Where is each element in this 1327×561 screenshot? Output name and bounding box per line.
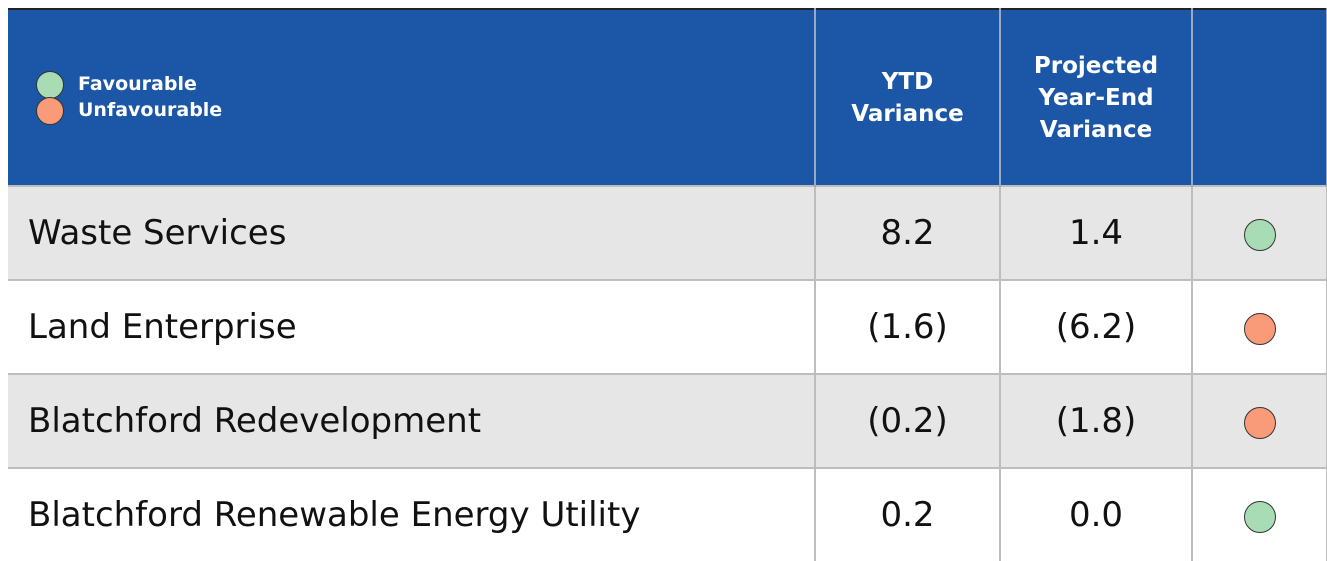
projected-variance: (6.2) <box>1000 279 1193 374</box>
legend: Favourable Unfavourable <box>8 8 816 186</box>
header-row: Favourable Unfavourable YTD Variance Proje… <box>8 8 1327 186</box>
projected-variance: 1.4 <box>1000 185 1193 280</box>
variance-table: Favourable Unfavourable YTD Variance Proje… <box>8 8 1327 561</box>
status-cell <box>1192 185 1327 280</box>
column-header: Projected Year-End Variance <box>1000 8 1193 186</box>
row-name: Blatchford Redevelopment <box>8 373 816 468</box>
legend-swatch <box>36 96 64 125</box>
legend-item: Favourable <box>36 70 804 99</box>
legend-item: Unfavourable <box>36 96 804 125</box>
ytd-variance: 8.2 <box>815 185 1001 280</box>
row-name: Waste Services <box>8 185 816 280</box>
table-row: Blatchford Renewable Energy Utility 0.2 0.… <box>8 467 1327 561</box>
ytd-variance: 0.2 <box>815 467 1001 561</box>
legend-swatch <box>36 70 64 99</box>
status-dot <box>1243 312 1276 345</box>
legend-label: Favourable <box>78 73 197 95</box>
table-row: Waste Services 8.2 1.4 <box>8 185 1327 280</box>
row-name: Land Enterprise <box>8 279 816 374</box>
status-dot <box>1243 218 1276 251</box>
variance-table-wrap: Favourable Unfavourable YTD Variance Proje… <box>8 8 1327 561</box>
table-row: Blatchford Redevelopment (0.2) (1.8) <box>8 373 1327 468</box>
status-cell <box>1192 279 1327 374</box>
column-header: YTD Variance <box>815 8 1001 186</box>
projected-variance: (1.8) <box>1000 373 1193 468</box>
row-name: Blatchford Renewable Energy Utility <box>8 467 816 561</box>
status-cell <box>1192 467 1327 561</box>
status-dot <box>1243 406 1276 439</box>
projected-variance: 0.0 <box>1000 467 1193 561</box>
ytd-variance: (1.6) <box>815 279 1001 374</box>
status-dot <box>1243 500 1276 533</box>
legend-label: Unfavourable <box>78 99 223 121</box>
status-cell <box>1192 373 1327 468</box>
table-body: Waste Services 8.2 1.4 Land Enterprise (1.6)… <box>8 185 1327 561</box>
ytd-variance: (0.2) <box>815 373 1001 468</box>
table-row: Land Enterprise (1.6) (6.2) <box>8 279 1327 374</box>
status-header <box>1192 8 1327 186</box>
